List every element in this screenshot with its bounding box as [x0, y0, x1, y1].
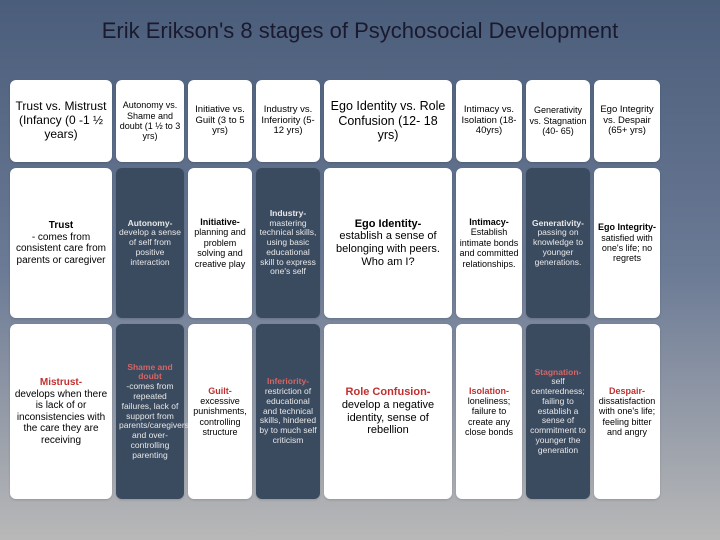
- positive-term: Trust: [13, 220, 109, 232]
- stage-column-4: Ego Identity vs. Role Confusion (12- 18 …: [324, 80, 452, 499]
- cell-body: Establish intimate bonds and committed r…: [459, 227, 519, 268]
- cell-body: self centeredness; failing to establish …: [529, 377, 587, 455]
- stage-column-1: Autonomy vs. Shame and doubt (1 ½ to 3 y…: [116, 80, 184, 499]
- stage-cell-5-1: Isolation-loneliness; failure to create …: [456, 324, 522, 499]
- stage-header-7: Ego Integrity vs. Despair (65+ yrs): [594, 80, 660, 162]
- cell-body: develop a sense of self from positive in…: [119, 228, 181, 267]
- stage-column-2: Initiative vs. Guilt (3 to 5 yrs)Initiat…: [188, 80, 252, 499]
- negative-term: Guilt-: [191, 386, 249, 396]
- stage-cell-6-0: Generativity-passing on knowledge to you…: [526, 168, 590, 318]
- stages-grid: Trust vs. Mistrust (Infancy (0 -1 ½ year…: [10, 80, 710, 499]
- negative-term: Isolation-: [459, 386, 519, 396]
- stage-cell-0-1: Mistrust-develops when there is lack of …: [10, 324, 112, 499]
- cell-body: dissatisfaction with one's life; feeling…: [597, 396, 657, 437]
- cell-body: planning and problem solving and creativ…: [191, 227, 249, 268]
- stage-header-3: Industry vs. Inferiority (5- 12 yrs): [256, 80, 320, 162]
- cell-body: excessive punishments, controlling struc…: [191, 396, 249, 437]
- cell-body: restriction of educational and technical…: [259, 387, 317, 446]
- stage-header-0: Trust vs. Mistrust (Infancy (0 -1 ½ year…: [10, 80, 112, 162]
- stage-cell-5-0: Intimacy-Establish intimate bonds and co…: [456, 168, 522, 318]
- cell-body: passing on knowledge to younger generati…: [529, 228, 587, 267]
- stage-header-5: Intimacy vs. Isolation (18- 40yrs): [456, 80, 522, 162]
- stage-cell-0-0: Trust- comes from consistent care from p…: [10, 168, 112, 318]
- cell-body: establish a sense of belonging with peer…: [327, 230, 449, 268]
- stage-cell-7-0: Ego Integrity-satisfied with one's life;…: [594, 168, 660, 318]
- stage-column-3: Industry vs. Inferiority (5- 12 yrs)Indu…: [256, 80, 320, 499]
- stage-cell-3-1: Inferiority-restriction of educational a…: [256, 324, 320, 499]
- cell-body: develops when there is lack of or incons…: [13, 389, 109, 447]
- negative-term: Role Confusion-: [327, 386, 449, 399]
- positive-term: Ego Integrity-: [597, 222, 657, 232]
- stage-cell-2-0: Initiative-planning and problem solving …: [188, 168, 252, 318]
- stage-column-6: Generativity vs. Stagnation (40- 65)Gene…: [526, 80, 590, 499]
- negative-term: Despair-: [597, 386, 657, 396]
- stage-header-6: Generativity vs. Stagnation (40- 65): [526, 80, 590, 162]
- stage-cell-7-1: Despair-dissatisfaction with one's life;…: [594, 324, 660, 499]
- stage-header-2: Initiative vs. Guilt (3 to 5 yrs): [188, 80, 252, 162]
- stage-cell-2-1: Guilt-excessive punishments, controlling…: [188, 324, 252, 499]
- cell-body: -comes from repeated failures, lack of s…: [119, 382, 181, 460]
- stage-cell-4-1: Role Confusion-develop a negative identi…: [324, 324, 452, 499]
- negative-term: Mistrust-: [13, 377, 109, 389]
- page-title: Erik Erikson's 8 stages of Psychosocial …: [0, 18, 720, 44]
- cell-body: satisfied with one's life; no regrets: [597, 233, 657, 264]
- positive-term: Intimacy-: [459, 217, 519, 227]
- stage-cell-1-1: Shame and doubt-comes from repeated fail…: [116, 324, 184, 499]
- stage-cell-1-0: Autonomy-develop a sense of self from po…: [116, 168, 184, 318]
- positive-term: Initiative-: [191, 217, 249, 227]
- stage-column-0: Trust vs. Mistrust (Infancy (0 -1 ½ year…: [10, 80, 112, 499]
- cell-body: loneliness; failure to create any close …: [459, 396, 519, 437]
- negative-term: Shame and doubt: [119, 363, 181, 383]
- stage-header-1: Autonomy vs. Shame and doubt (1 ½ to 3 y…: [116, 80, 184, 162]
- stage-column-7: Ego Integrity vs. Despair (65+ yrs)Ego I…: [594, 80, 660, 499]
- cell-body: mastering technical skills, using basic …: [259, 219, 317, 278]
- stage-cell-4-0: Ego Identity-establish a sense of belong…: [324, 168, 452, 318]
- stage-header-4: Ego Identity vs. Role Confusion (12- 18 …: [324, 80, 452, 162]
- stage-cell-3-0: Industry-mastering technical skills, usi…: [256, 168, 320, 318]
- stage-column-5: Intimacy vs. Isolation (18- 40yrs)Intima…: [456, 80, 522, 499]
- positive-term: Ego Identity-: [327, 218, 449, 231]
- cell-body: develop a negative identity, sense of re…: [327, 399, 449, 437]
- cell-body: - comes from consistent care from parent…: [13, 232, 109, 267]
- stage-cell-6-1: Stagnation- self centeredness; failing t…: [526, 324, 590, 499]
